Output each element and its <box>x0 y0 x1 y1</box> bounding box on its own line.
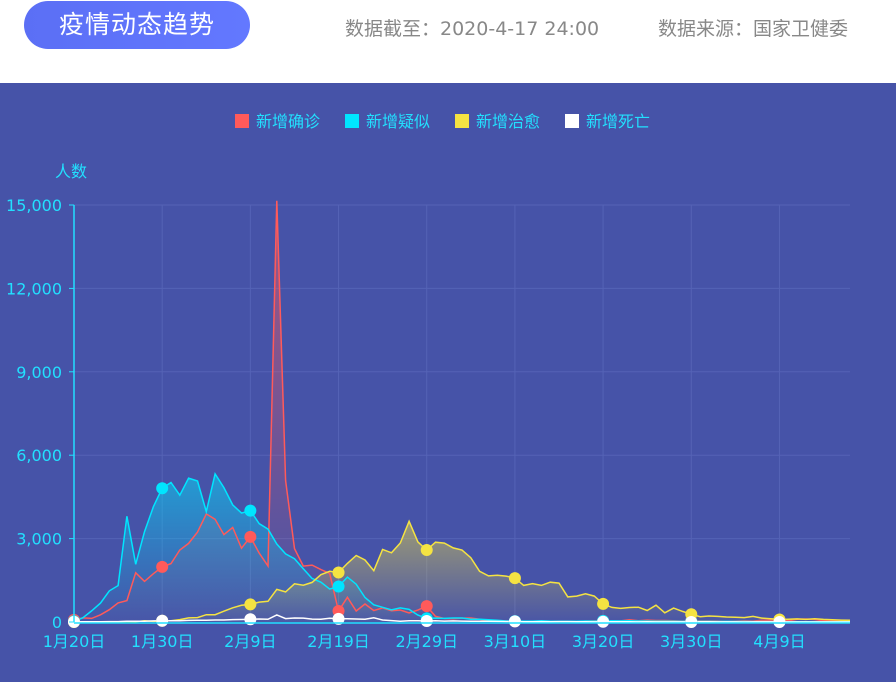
x-tick-label: 3月30日 <box>660 632 723 651</box>
data-point <box>597 615 610 628</box>
data-cutoff: 数据截至：2020-4-17 24:00 <box>345 18 600 40</box>
series-line-2 <box>74 519 851 623</box>
x-tick-label: 1月20日 <box>43 632 106 651</box>
legend-label-1: 新增疑似 <box>366 112 430 131</box>
page-title: 疫情动态趋势 <box>24 1 250 49</box>
data-point <box>508 572 521 585</box>
data-point <box>156 614 169 627</box>
area-1 <box>74 473 850 622</box>
data-point <box>332 580 345 593</box>
x-tick-label: 2月9日 <box>224 632 276 651</box>
header: 疫情动态趋势 数据截至：2020-4-17 24:00 数据来源：国家卫健委 <box>0 0 896 83</box>
legend-label-3: 新增死亡 <box>586 112 650 131</box>
data-point <box>508 615 521 628</box>
data-point <box>420 600 433 613</box>
y-tick-label: 9,000 <box>16 363 62 382</box>
data-point <box>156 482 169 495</box>
x-tick-label: 4月9日 <box>753 632 805 651</box>
data-source: 数据来源：国家卫健委 <box>658 18 849 40</box>
legend-swatch-0 <box>235 114 249 128</box>
data-point <box>332 612 345 625</box>
data-point <box>773 615 786 628</box>
data-point <box>244 504 257 517</box>
y-tick-label: 3,000 <box>16 530 62 549</box>
y-tick-label: 12,000 <box>6 279 62 298</box>
data-point <box>597 597 610 610</box>
data-point <box>420 615 433 628</box>
trend-chart: 0 3,000 6,000 9,000 12,000 15,000 1月20日 1月30日 2月… <box>0 83 896 682</box>
area-2 <box>74 521 850 622</box>
x-tick-label: 3月20日 <box>572 632 635 651</box>
legend-swatch-3 <box>565 114 579 128</box>
y-tick-label: 6,000 <box>16 446 62 465</box>
legend-label-0: 新增确诊 <box>256 112 320 131</box>
legend-label-2: 新增治愈 <box>476 112 540 131</box>
chart-svg: 0 3,000 6,000 9,000 12,000 15,000 1月20日 1月30日 2月… <box>6 112 851 651</box>
y-tick-label: 0 <box>52 613 62 632</box>
data-point <box>685 615 698 628</box>
x-tick-label: 2月29日 <box>395 632 458 651</box>
x-tick-label: 1月30日 <box>131 632 194 651</box>
legend-swatch-2 <box>455 114 469 128</box>
legend-swatch-1 <box>345 114 359 128</box>
x-tick-label: 2月19日 <box>307 632 370 651</box>
data-point <box>244 598 257 611</box>
series-line-3 <box>73 614 850 623</box>
data-point <box>332 566 345 579</box>
data-point <box>420 544 433 557</box>
data-point <box>156 560 169 573</box>
y-tick-label: 15,000 <box>6 196 62 215</box>
x-tick-label: 3月10日 <box>484 632 547 651</box>
data-point <box>244 530 257 543</box>
y-axis-label: 人数 <box>55 162 87 181</box>
